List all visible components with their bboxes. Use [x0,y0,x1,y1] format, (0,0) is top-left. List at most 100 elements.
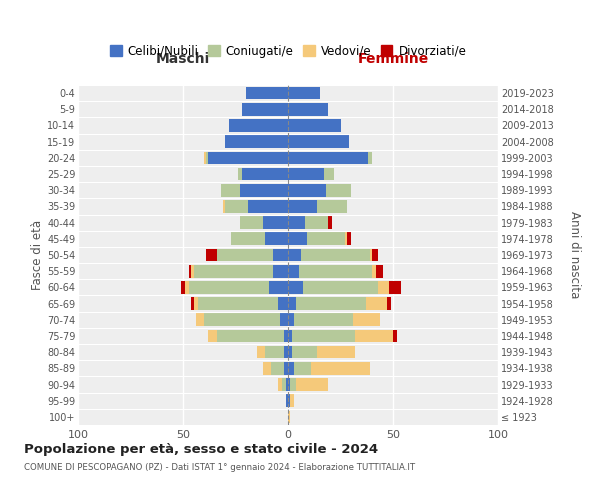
Bar [190,265,191,278]
Bar [317,346,355,358]
Bar [181,281,185,293]
Bar [288,281,303,293]
Text: Popolazione per età, sesso e stato civile - 2024: Popolazione per età, sesso e stato civil… [24,442,378,456]
Bar [282,378,286,391]
Bar [288,265,299,278]
Bar [393,330,397,342]
Bar [311,362,370,374]
Bar [229,119,288,132]
Bar [345,232,347,245]
Text: Femmine: Femmine [358,52,428,66]
Bar [296,378,328,391]
Bar [274,265,288,278]
Bar [307,232,344,245]
Bar [221,184,240,196]
Bar [280,314,288,326]
Bar [353,314,380,326]
Bar [301,248,370,262]
Bar [366,298,387,310]
Bar [372,248,379,262]
Bar [305,216,328,229]
Bar [196,314,204,326]
Bar [248,200,288,212]
Bar [246,87,288,100]
Bar [206,248,217,262]
Bar [284,362,288,374]
Bar [370,248,372,262]
Bar [288,184,326,196]
Text: COMUNE DI PESCOPAGANO (PZ) - Dati ISTAT 1° gennaio 2024 - Elaborazione TUTTITALI: COMUNE DI PESCOPAGANO (PZ) - Dati ISTAT … [24,462,415,471]
Bar [355,330,393,342]
Bar [288,362,295,374]
Bar [265,232,288,245]
Bar [204,314,280,326]
Bar [376,265,383,278]
Bar [299,265,372,278]
Bar [193,265,274,278]
Bar [277,298,288,310]
Bar [368,152,372,164]
Bar [295,362,311,374]
Bar [288,394,290,407]
Bar [263,216,288,229]
Bar [204,152,206,164]
Bar [288,119,341,132]
Bar [317,200,347,212]
Bar [242,103,288,116]
Bar [271,362,284,374]
Bar [223,200,225,212]
Bar [231,232,265,245]
Bar [288,168,324,180]
Y-axis label: Anni di nascita: Anni di nascita [568,212,581,298]
Bar [265,346,284,358]
Bar [238,168,242,180]
Bar [286,394,288,407]
Bar [208,330,217,342]
Bar [191,298,193,310]
Bar [288,200,317,212]
Bar [284,330,288,342]
Bar [389,281,401,293]
Bar [387,298,391,310]
Bar [257,346,265,358]
Bar [217,248,274,262]
Bar [284,346,288,358]
Y-axis label: Fasce di età: Fasce di età [31,220,44,290]
Bar [288,248,301,262]
Bar [290,378,296,391]
Bar [295,314,353,326]
Bar [288,314,295,326]
Bar [288,378,290,391]
Bar [292,330,355,342]
Bar [288,330,292,342]
Bar [324,168,334,180]
Bar [288,87,320,100]
Bar [240,184,288,196]
Bar [288,410,290,423]
Bar [288,298,296,310]
Bar [217,330,284,342]
Bar [277,378,282,391]
Bar [274,248,288,262]
Bar [185,281,189,293]
Bar [296,298,366,310]
Bar [286,378,288,391]
Bar [288,216,305,229]
Bar [288,232,307,245]
Bar [240,216,263,229]
Bar [190,281,269,293]
Bar [193,298,198,310]
Bar [263,362,271,374]
Bar [225,136,288,148]
Bar [292,346,317,358]
Bar [288,103,328,116]
Bar [328,216,332,229]
Bar [206,152,208,164]
Bar [288,152,368,164]
Bar [347,232,351,245]
Bar [290,394,295,407]
Bar [303,281,379,293]
Bar [326,184,351,196]
Bar [288,136,349,148]
Bar [372,265,376,278]
